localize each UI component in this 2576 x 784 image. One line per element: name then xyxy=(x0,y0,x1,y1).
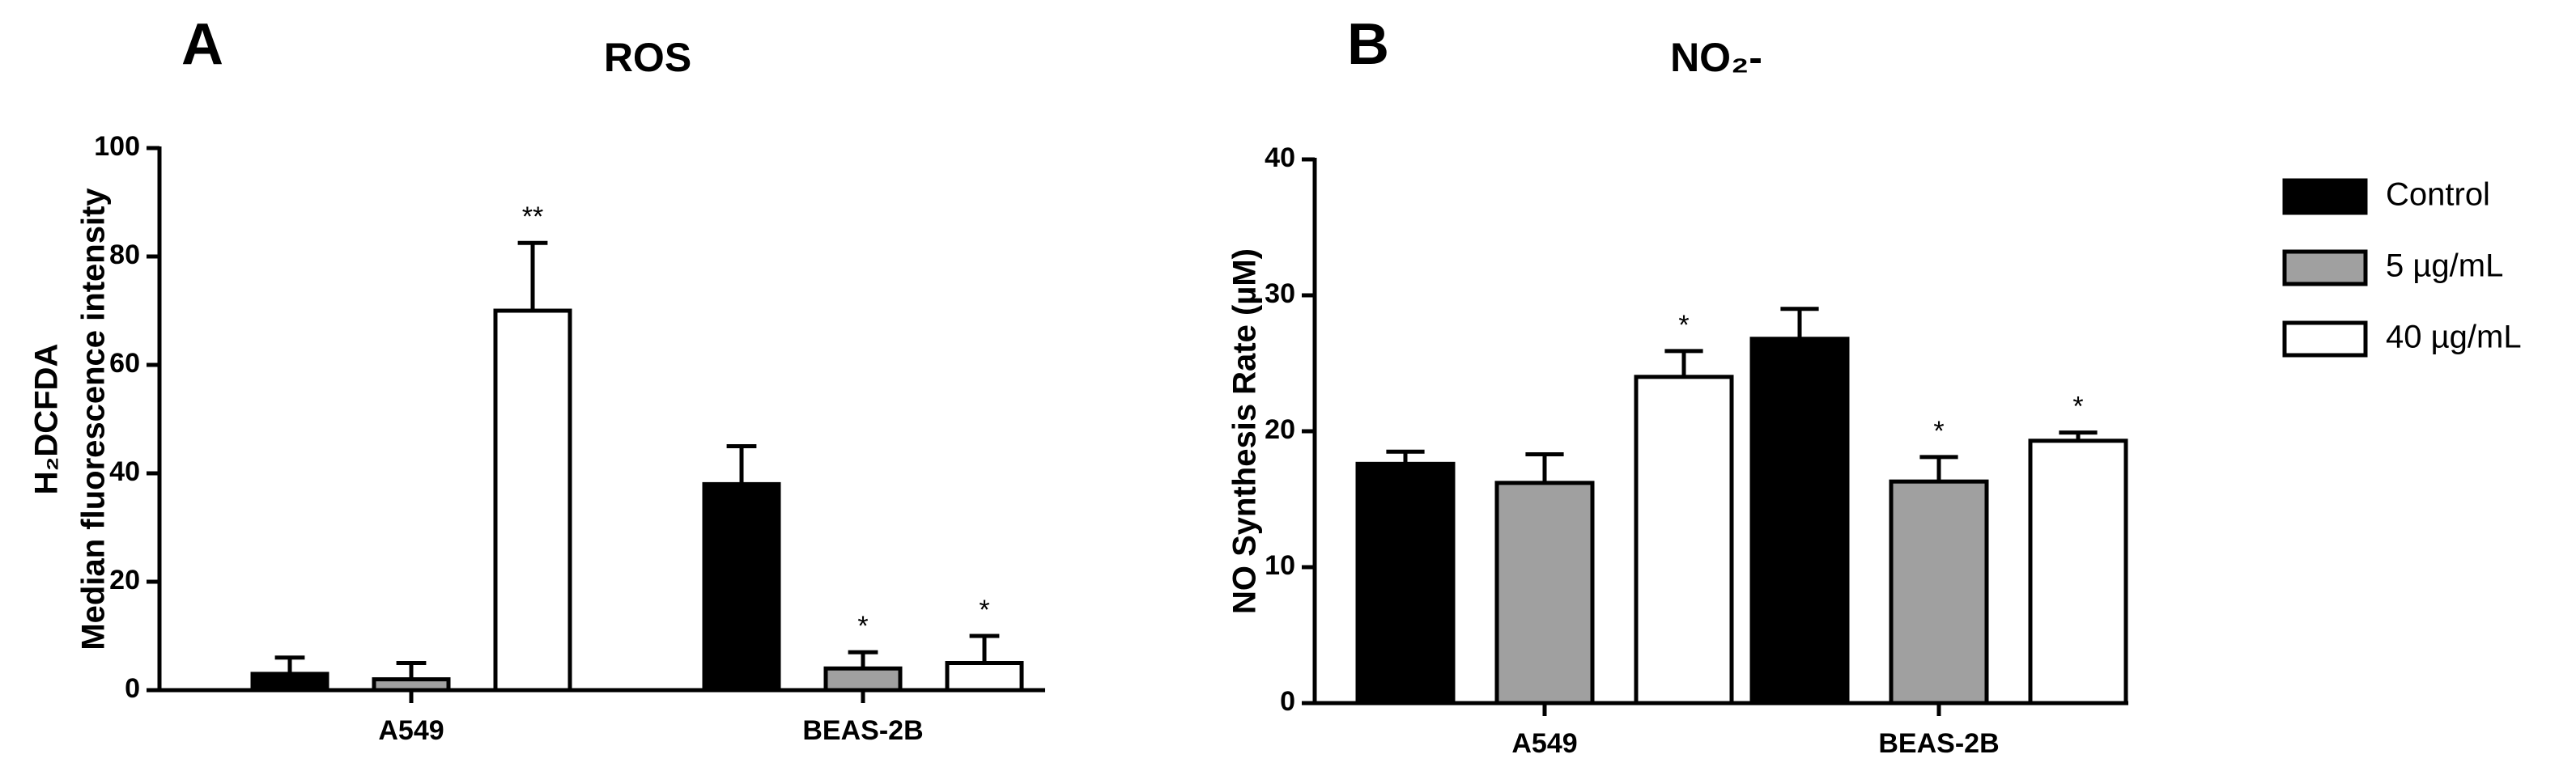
y-tick-label: 100 xyxy=(94,131,140,162)
bar xyxy=(702,481,781,693)
bar xyxy=(1494,481,1595,706)
x-tick-label: A549 xyxy=(378,715,444,746)
chart-title: ROS xyxy=(604,35,691,80)
bar xyxy=(1749,337,1850,706)
significance-label: * xyxy=(1678,310,1689,341)
x-tick-label: A549 xyxy=(1511,728,1577,759)
significance-label: * xyxy=(979,595,989,625)
bar xyxy=(493,308,572,693)
y-axis-title: Median fluorescence intensity xyxy=(76,188,112,651)
y-tick-label: 20 xyxy=(109,565,140,595)
significance-label: * xyxy=(857,611,868,642)
x-tick-label: BEAS-2B xyxy=(1878,728,1999,759)
panel-label: A xyxy=(181,12,223,77)
panel-label: B xyxy=(1347,12,1389,77)
y-tick-label: 40 xyxy=(109,456,140,487)
y-tick-label: 30 xyxy=(1265,278,1295,309)
legend-label: Control xyxy=(2386,177,2490,213)
bar xyxy=(1889,479,1989,706)
y-tick-label: 20 xyxy=(1265,414,1295,445)
y-tick-label: 80 xyxy=(109,239,140,270)
legend-label: 5 µg/mL xyxy=(2386,248,2503,284)
bar xyxy=(1634,375,1734,706)
y-tick-label: 40 xyxy=(1265,142,1295,173)
legend-swatch xyxy=(2282,320,2368,358)
y-tick-label: 0 xyxy=(1280,686,1295,717)
bar xyxy=(823,666,903,693)
y-axis-title: H₂DCFDA xyxy=(29,344,65,495)
legend-swatch xyxy=(2282,178,2368,215)
y-tick-label: 0 xyxy=(125,673,140,704)
x-tick-label: BEAS-2B xyxy=(802,715,923,746)
bar xyxy=(1355,461,1456,706)
significance-label: * xyxy=(1933,416,1944,447)
significance-label: ** xyxy=(522,201,543,232)
bar xyxy=(372,677,451,693)
significance-label: * xyxy=(2072,392,2083,422)
y-tick-label: 10 xyxy=(1265,550,1295,581)
chart-title: NO₂- xyxy=(1670,35,1762,80)
bar xyxy=(250,672,329,693)
bar xyxy=(945,661,1024,693)
y-tick-label: 60 xyxy=(109,348,140,379)
legend-label: 40 µg/mL xyxy=(2386,320,2522,355)
bar xyxy=(2028,439,2128,706)
legend-swatch xyxy=(2282,249,2368,286)
y-axis-title: NO Synthesis Rate (µM) xyxy=(1227,248,1263,614)
